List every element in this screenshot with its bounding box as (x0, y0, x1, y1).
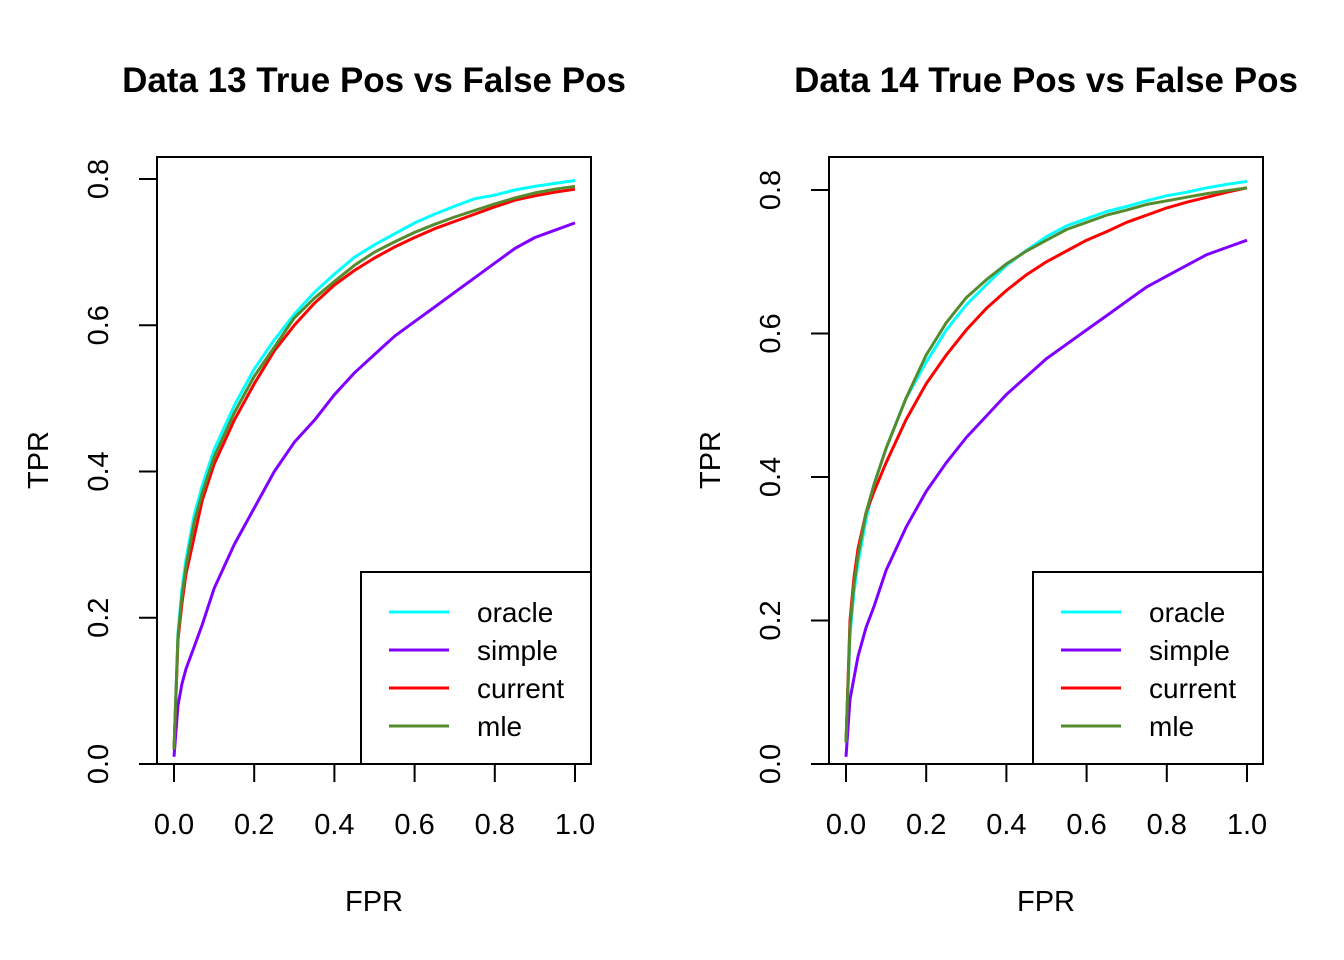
legend-box-right (1032, 571, 1264, 765)
legend-label-mle: mle (1149, 711, 1194, 742)
y-tick-label: 0.6 (755, 313, 787, 353)
x-axis-label-right: FPR (1017, 886, 1075, 918)
legend-right: oracle simple current mle (1032, 571, 1264, 765)
y-tick-label: 0.4 (755, 457, 787, 497)
x-tick-label: 0.2 (906, 809, 946, 841)
legend-label-oracle: oracle (477, 597, 553, 628)
x-tick-label: 0.8 (1147, 809, 1187, 841)
axis-ticks-left: 0.0 0.2 0.4 0.6 0.8 1.0 0.0 0.2 0.4 0.6 0.8 (83, 159, 595, 841)
x-tick-label: 0.4 (986, 809, 1026, 841)
y-tick-label: 0.8 (755, 170, 787, 210)
x-tick-label: 0.2 (234, 809, 274, 841)
y-axis-label-left: TPR (23, 431, 55, 489)
series-line-mle (844, 186, 1248, 743)
x-tick-label: 0.0 (154, 809, 194, 841)
x-tick-label: 0.6 (394, 809, 434, 841)
x-tick-label: 0.0 (826, 809, 866, 841)
x-axis-label-left: FPR (345, 886, 403, 918)
series-line-current (172, 187, 576, 750)
y-tick-label: 0.6 (83, 305, 115, 345)
y-tick-label: 0.2 (755, 600, 787, 640)
y-tick-label: 0.4 (83, 451, 115, 491)
chart-panel-right: Data 14 True Pos vs False Pos FPR TPR 0.… (695, 61, 1298, 918)
y-tick-label: 0.0 (755, 744, 787, 784)
legend-box-left (360, 571, 592, 765)
legend-label-current: current (477, 673, 564, 704)
y-axis-label-right: TPR (695, 431, 727, 489)
y-tick-label: 0.2 (83, 598, 115, 638)
axis-ticks-right: 0.0 0.2 0.4 0.6 0.8 1.0 0.0 0.2 0.4 0.6 0.8 (755, 170, 1267, 841)
y-tick-label: 0.8 (83, 159, 115, 199)
x-tick-label: 1.0 (555, 809, 595, 841)
x-tick-label: 0.6 (1066, 809, 1106, 841)
x-tick-label: 0.4 (314, 809, 354, 841)
legend-label-simple: simple (1149, 635, 1230, 666)
x-tick-label: 1.0 (1227, 809, 1267, 841)
x-tick-label: 0.8 (475, 809, 515, 841)
series-lines-right (844, 179, 1248, 757)
legend-label-simple: simple (477, 635, 558, 666)
chart-title-right: Data 14 True Pos vs False Pos (794, 61, 1298, 100)
series-line-simple (844, 238, 1248, 757)
y-tick-label: 0.0 (83, 744, 115, 784)
series-line-oracle (172, 179, 576, 750)
series-lines-left (172, 179, 576, 757)
legend-label-mle: mle (477, 711, 522, 742)
legend-left: oracle simple current mle (360, 571, 592, 765)
series-line-mle (172, 184, 576, 750)
chart-title-left: Data 13 True Pos vs False Pos (122, 61, 626, 100)
legend-label-current: current (1149, 673, 1236, 704)
series-line-simple (172, 221, 576, 757)
legend-label-oracle: oracle (1149, 597, 1225, 628)
chart-panel-left: Data 13 True Pos vs False Pos FPR TPR 0.… (23, 61, 626, 918)
